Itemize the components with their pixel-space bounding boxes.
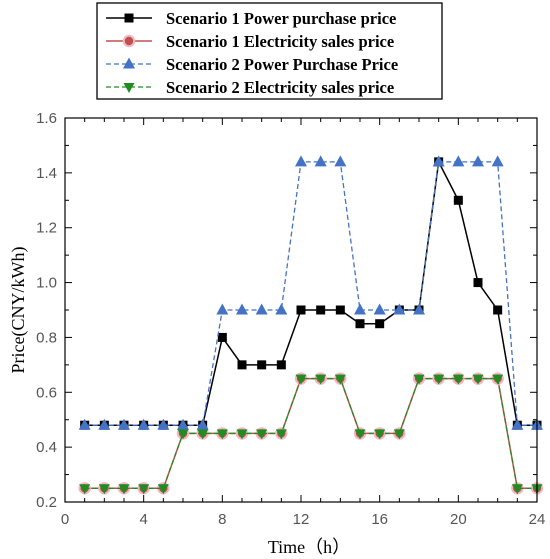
series-4-point	[393, 429, 405, 440]
x-tick-label: 12	[293, 511, 310, 528]
series-4-point	[433, 374, 445, 385]
legend-label: Scenario 1 Power purchase price	[166, 9, 396, 28]
series-3-point	[373, 303, 386, 315]
series-3-point	[511, 418, 524, 430]
series-4-point	[354, 429, 366, 440]
series-4-point	[118, 484, 130, 495]
series-4-point	[197, 429, 209, 440]
legend-entry: Scenario 2 Power Purchase Price	[106, 55, 398, 74]
series-3-point	[216, 303, 229, 315]
series-4-point	[472, 374, 484, 385]
series-4-point	[334, 374, 346, 385]
series-4-point	[98, 484, 110, 495]
series-1-point	[493, 305, 503, 315]
series-3-point	[472, 155, 484, 167]
series-4-point	[236, 429, 248, 440]
series-2-line	[84, 377, 537, 490]
series-4-point	[216, 429, 228, 440]
series-1-point	[375, 319, 385, 329]
series-4-point	[177, 429, 189, 440]
legend-marker	[124, 13, 134, 23]
series-3-point	[78, 418, 91, 430]
series-4-point	[511, 484, 523, 495]
y-tick-label: 0.4	[36, 439, 57, 456]
series-3-point	[275, 303, 288, 315]
series-4-point	[256, 429, 268, 440]
series-3-point	[118, 418, 130, 430]
legend-marker	[123, 57, 135, 69]
series-2	[78, 372, 544, 495]
series-3-point	[157, 418, 170, 430]
legend-entry: Scenario 1 Electricity sales price	[106, 32, 394, 51]
series-4-point	[492, 374, 504, 385]
series-4-point	[295, 374, 307, 385]
legend-marker	[123, 83, 135, 93]
series-1-point	[276, 360, 286, 370]
series-4-point	[413, 374, 425, 385]
y-tick-label: 1.4	[36, 165, 57, 182]
legend-entry: Scenario 2 Electricity sales price	[106, 78, 394, 97]
y-tick-label: 1.2	[36, 220, 57, 237]
series-3-point	[452, 155, 465, 167]
legend-label: Scenario 2 Electricity sales price	[166, 78, 394, 97]
x-axis-title: Time（h）	[268, 537, 350, 557]
series-4-line	[84, 377, 537, 489]
y-axis-title: Price(CNY/kWh)	[8, 247, 29, 374]
x-tick-label: 0	[61, 511, 69, 528]
y-tick-label: 0.8	[36, 329, 57, 346]
series-4-point	[452, 374, 464, 385]
legend-label: Scenario 1 Electricity sales price	[166, 32, 394, 51]
series-3-line	[84, 161, 537, 426]
x-tick-label: 8	[218, 511, 226, 528]
x-tick-label: 4	[139, 511, 147, 528]
series-4	[79, 374, 543, 495]
series-4-point	[275, 429, 287, 440]
series-1-point	[316, 305, 326, 315]
y-tick-label: 1.6	[36, 110, 57, 127]
series-4-point	[374, 429, 386, 440]
series-3	[78, 155, 543, 430]
y-tick-label: 1.0	[36, 275, 57, 292]
series-3-point	[413, 303, 425, 315]
series-1-point	[237, 360, 247, 370]
series-3-point	[314, 155, 327, 167]
series-3-point	[137, 418, 150, 430]
series-3-point	[236, 303, 248, 315]
series-3-point	[354, 303, 366, 315]
y-tick-label: 0.6	[36, 384, 57, 401]
series-1-point	[453, 195, 463, 205]
series-1-point	[257, 360, 267, 370]
series-3-point	[177, 418, 189, 430]
series-1-point	[473, 278, 483, 288]
series-3-point	[98, 418, 111, 430]
series-3-point	[295, 155, 307, 167]
series-3-point	[491, 155, 504, 167]
legend-box	[96, 2, 443, 100]
series-3-point	[196, 418, 209, 430]
series-3-point	[432, 155, 445, 167]
series-1	[80, 157, 542, 430]
series-4-point	[79, 484, 91, 495]
series-1-point	[335, 305, 345, 315]
series-3-point	[334, 155, 347, 167]
series-4-point	[157, 484, 169, 495]
series-3-point	[255, 303, 268, 315]
x-tick-label: 20	[450, 511, 467, 528]
series-1-point	[355, 319, 365, 329]
legend-entry: Scenario 1 Power purchase price	[106, 9, 396, 28]
series-4-point	[315, 374, 327, 385]
legend-marker	[122, 34, 136, 48]
x-tick-label: 16	[371, 511, 388, 528]
series-1-line	[84, 159, 537, 426]
x-tick-label: 24	[529, 511, 546, 528]
series-1-point	[217, 332, 227, 342]
series-3-point	[393, 303, 406, 315]
series-1-point	[296, 305, 306, 315]
y-tick-label: 0.2	[36, 494, 57, 511]
series-4-point	[138, 484, 150, 495]
legend-label: Scenario 2 Power Purchase Price	[166, 55, 398, 74]
